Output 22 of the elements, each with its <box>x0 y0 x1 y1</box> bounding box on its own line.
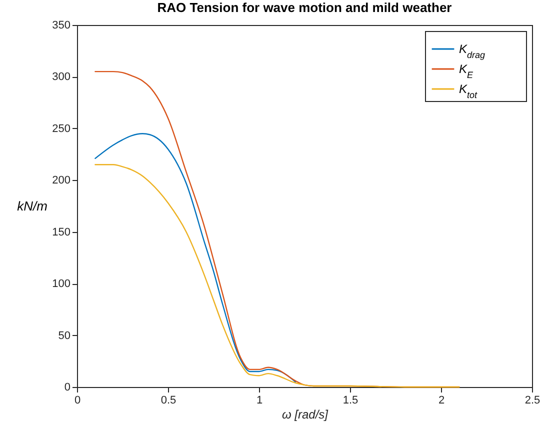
legend-label: K$_{E}$ <box>459 62 474 80</box>
x-tick-label: 2 <box>438 394 445 406</box>
y-tick-label: 100 <box>52 278 70 290</box>
y-tick-label: 250 <box>52 122 70 135</box>
x-tick-label: 1.5 <box>342 394 358 406</box>
y-tick-label: 300 <box>52 71 70 84</box>
legend-label: K$_{tot}$ <box>459 82 478 100</box>
x-tick-label: 0.5 <box>160 394 176 406</box>
y-tick-label: 50 <box>58 330 70 342</box>
line-series <box>94 164 460 388</box>
x-tick-label: 2.5 <box>524 394 540 406</box>
y-tick-label: 350 <box>52 20 70 32</box>
line-series <box>94 133 296 382</box>
x-axis-title: ω [rad/s] <box>282 408 329 422</box>
y-tick-label: 0 <box>64 382 70 394</box>
y-axis-title: kN/m <box>17 198 48 214</box>
chart-title: RAO Tension for wave motion and mild weather <box>157 0 452 15</box>
y-tick-label: 200 <box>52 174 70 187</box>
legend-label: K$_{drag}$ <box>459 42 486 60</box>
x-tick-label: 1 <box>256 394 263 406</box>
y-tick-label: 150 <box>52 226 70 238</box>
x-tick-label: 0 <box>74 394 81 406</box>
